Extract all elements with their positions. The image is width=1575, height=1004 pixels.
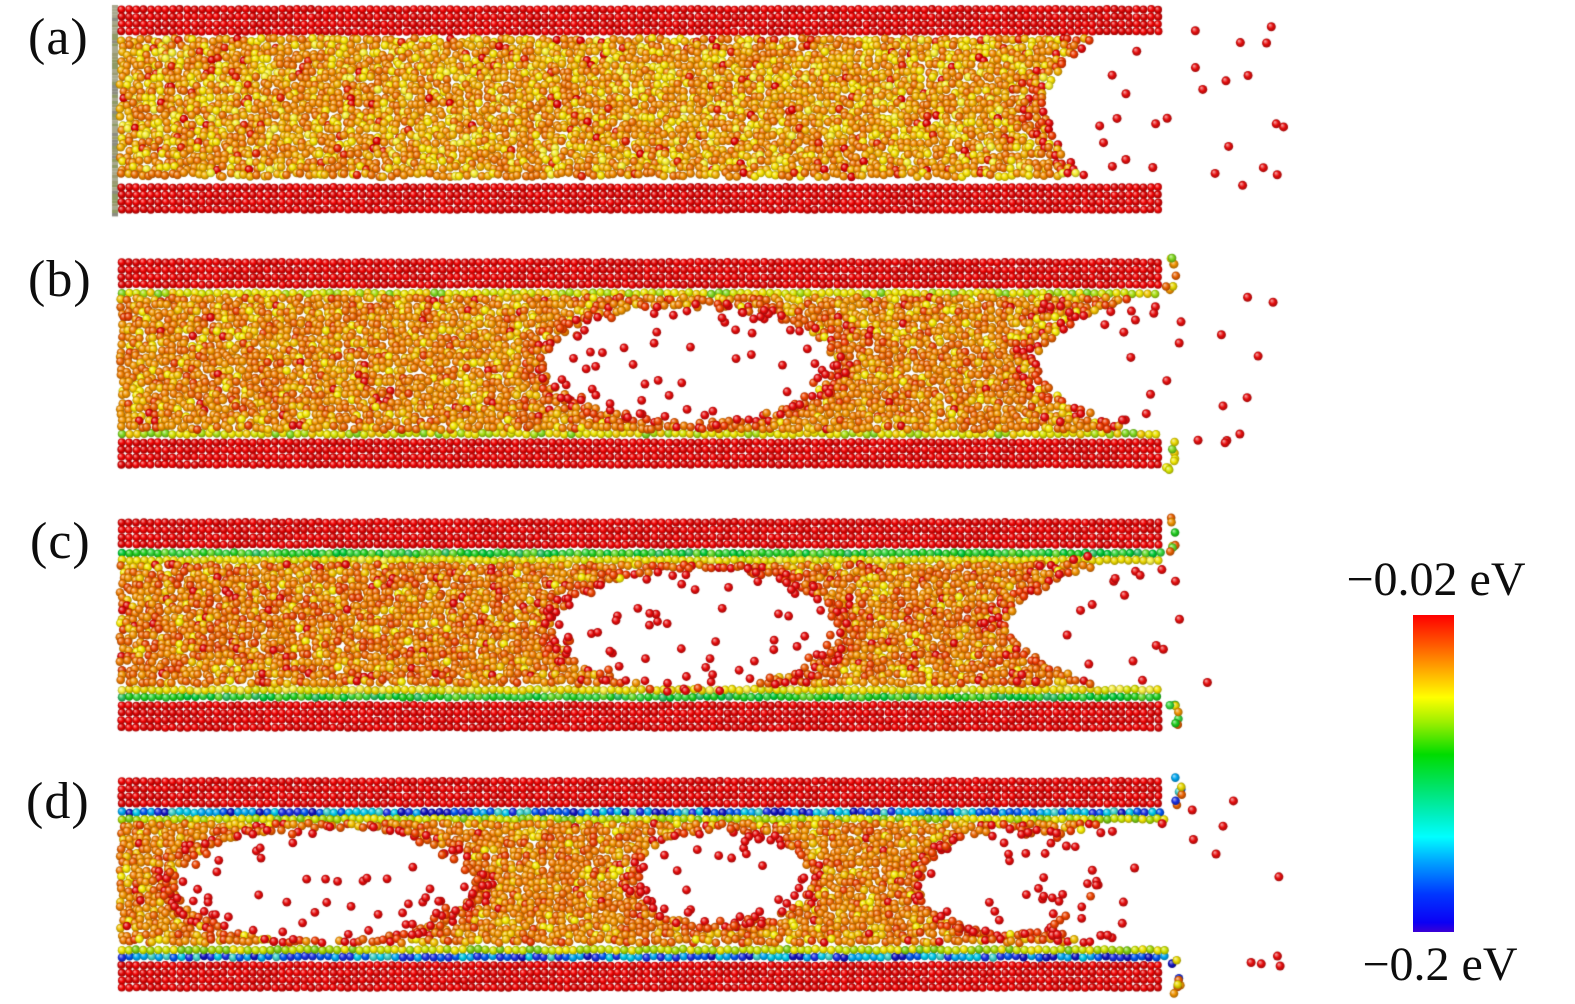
- colorbar-min-label: −0.2 eV: [1362, 938, 1518, 991]
- panel-d-particle-snapshot: [0, 769, 1575, 1004]
- panel-a-particle-snapshot: [0, 0, 1575, 245]
- colorbar-gradient-bar: [1413, 615, 1454, 932]
- panel-c-particle-snapshot: [0, 507, 1575, 769]
- colorbar-max-label: −0.02 eV: [1346, 553, 1526, 606]
- panel-b-particle-snapshot: [0, 245, 1575, 507]
